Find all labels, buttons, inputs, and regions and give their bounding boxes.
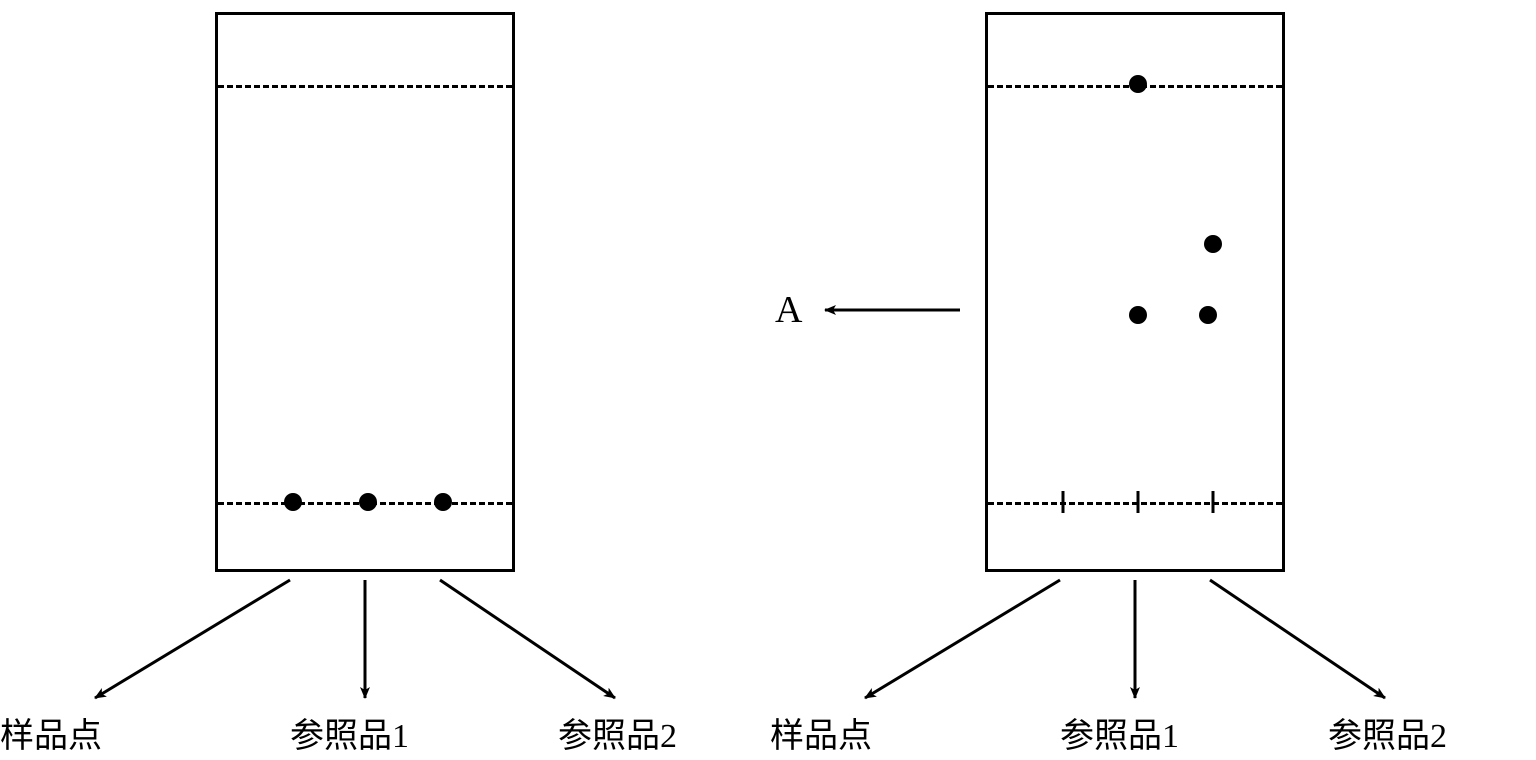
- tlc-plate-left: [215, 12, 515, 572]
- label-right_3: 参照品2: [1328, 708, 1447, 757]
- label-a: A: [775, 288, 802, 332]
- dashed-line: [988, 502, 1282, 505]
- spot: [434, 493, 452, 511]
- spot: [1204, 235, 1222, 253]
- origin-tick: [1137, 491, 1140, 513]
- label-left_1: 样品点: [0, 708, 102, 757]
- origin-tick: [1212, 491, 1215, 513]
- dashed-line: [218, 85, 512, 88]
- arrow: [440, 580, 615, 698]
- spot: [1199, 306, 1217, 324]
- arrow: [865, 580, 1060, 698]
- spot: [359, 493, 377, 511]
- origin-tick: [1062, 491, 1065, 513]
- label-left_3: 参照品2: [558, 708, 677, 757]
- tlc-plate-right: [985, 12, 1285, 572]
- label-right_2: 参照品1: [1060, 708, 1179, 757]
- spot: [1129, 306, 1147, 324]
- arrow: [95, 580, 290, 698]
- label-right_1: 样品点: [770, 708, 872, 757]
- label-left_2: 参照品1: [290, 708, 409, 757]
- spot: [1129, 75, 1147, 93]
- spot: [284, 493, 302, 511]
- arrow: [1210, 580, 1385, 698]
